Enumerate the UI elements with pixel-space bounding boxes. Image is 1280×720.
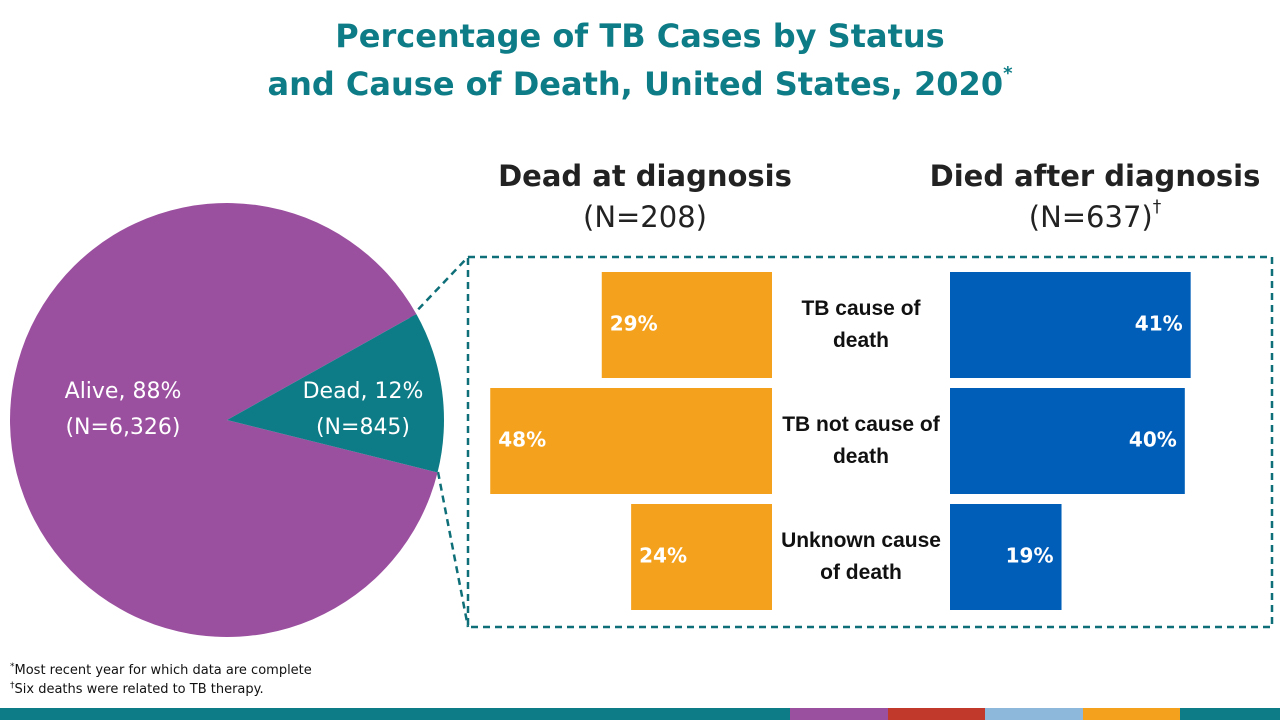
bar: [950, 504, 1062, 610]
footnote-mark: *: [10, 662, 15, 672]
connector: [409, 256, 469, 319]
value-label: 19%: [1006, 544, 1054, 568]
value-label: 41%: [1135, 312, 1183, 336]
zoom-box: [466, 255, 1274, 629]
series-subtitle: (N=208): [583, 200, 707, 234]
value-label: 24%: [639, 544, 687, 568]
title: and Cause of Death, United States, 2020*: [268, 63, 1014, 103]
footnote: †Six deaths were related to TB therapy.: [10, 681, 264, 697]
title-line: Percentage of TB Cases by Status: [335, 17, 944, 55]
pie-slice: [227, 314, 444, 473]
bar: [631, 504, 772, 610]
footnote: *Most recent year for which data are com…: [10, 662, 312, 678]
bar: [950, 272, 1191, 378]
series-subtitle: (N=637)†: [1029, 197, 1162, 234]
footnote-text: Six deaths were related to TB therapy.: [15, 682, 264, 697]
subtitle-text: (N=637): [1029, 200, 1153, 234]
footnote-mark: †: [1153, 197, 1162, 217]
footnote-text: Most recent year for which data are comp…: [15, 663, 312, 678]
value-label: 29%: [610, 312, 658, 336]
footer-stripe: [0, 708, 1280, 720]
pie-slice: [9, 202, 438, 638]
series-header: Died after diagnosis: [930, 159, 1261, 193]
bar: [490, 388, 772, 494]
value-label: 40%: [1129, 428, 1177, 452]
title: Percentage of TB Cases by Status: [335, 17, 944, 55]
category-label: TB cause of death: [801, 297, 921, 352]
connector: [436, 471, 470, 628]
slice-label: Dead, 12%: [303, 379, 424, 404]
bar: [601, 272, 772, 378]
bar: [950, 388, 1185, 494]
title-line: and Cause of Death, United States, 2020: [268, 65, 1004, 103]
slice-count: (N=6,326): [65, 415, 180, 440]
slice-count: (N=845): [316, 415, 410, 440]
footnote-mark: *: [1003, 63, 1013, 84]
value-label: 48%: [498, 428, 546, 452]
category-label: TB not cause of death: [782, 413, 940, 468]
subtitle-text: (N=208): [583, 200, 707, 234]
category-label: Unknown cause of death: [781, 529, 941, 584]
footnote-mark: †: [10, 681, 15, 691]
series-header: Dead at diagnosis: [498, 159, 792, 193]
slice-label: Alive, 88%: [65, 379, 182, 404]
